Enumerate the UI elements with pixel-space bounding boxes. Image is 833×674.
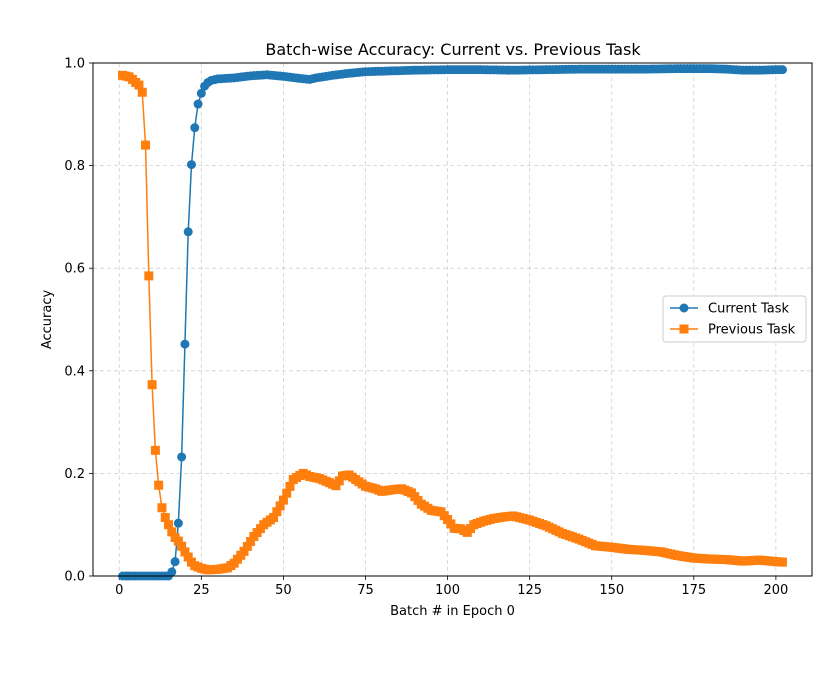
previous-task-point <box>246 536 256 546</box>
previous-task-point <box>141 140 151 150</box>
previous-task-point <box>180 547 190 557</box>
x-tick-label: 0 <box>115 583 123 598</box>
x-tick-label: 175 <box>681 583 706 598</box>
y-tick-label: 0.2 <box>64 467 85 482</box>
x-tick-label: 50 <box>275 583 292 598</box>
current-task-point <box>173 518 183 528</box>
legend-box <box>662 295 807 343</box>
previous-task-point <box>150 445 160 455</box>
previous-task-point <box>157 503 167 513</box>
previous-task-point <box>147 380 157 390</box>
previous-task-point <box>154 480 164 490</box>
current-task-point <box>167 567 177 577</box>
current-task-point <box>186 160 196 170</box>
previous-task-point <box>144 271 154 281</box>
x-tick-label: 100 <box>435 583 460 598</box>
x-tick-label: 150 <box>599 583 624 598</box>
x-tick-label: 125 <box>517 583 542 598</box>
previous-task-point <box>137 87 147 97</box>
previous-task-point <box>331 481 341 491</box>
previous-task-point <box>177 541 187 551</box>
current-task-point <box>196 88 206 98</box>
previous-task-point <box>278 495 288 505</box>
previous-task-point <box>134 80 144 90</box>
previous-task-point <box>164 520 174 530</box>
previous-task-point <box>272 507 282 517</box>
previous-task-point <box>269 513 279 523</box>
legend-previous-marker <box>679 324 689 334</box>
legend-current-marker <box>679 303 689 313</box>
current-task-point <box>180 339 190 349</box>
previous-task-point <box>242 541 252 551</box>
x-tick-label: 75 <box>357 583 374 598</box>
current-task-point <box>183 227 193 237</box>
plot-frame <box>92 62 813 577</box>
current-task-point <box>190 123 200 133</box>
series-layer <box>118 64 787 581</box>
legend-previous-label: Previous Task <box>708 323 796 338</box>
y-tick-label: 0.0 <box>64 570 85 585</box>
previous-task-point <box>160 513 170 523</box>
current-task-point <box>170 557 180 567</box>
previous-task-point <box>282 488 292 498</box>
legend: Current Task Previous Task <box>662 295 807 343</box>
legend-current-label: Current Task <box>708 302 789 317</box>
previous-task-point <box>334 476 344 486</box>
previous-task-point <box>183 552 193 562</box>
previous-task-point <box>239 546 249 556</box>
previous-task-point <box>167 527 177 537</box>
previous-task-point <box>285 481 295 491</box>
y-tick-label: 0.6 <box>64 262 85 277</box>
previous-task-point <box>777 557 787 567</box>
current-task-point <box>193 99 203 109</box>
y-tick-label: 0.8 <box>64 159 85 174</box>
x-tick-label: 200 <box>763 583 788 598</box>
previous-task-point <box>173 536 183 546</box>
previous-task-series <box>118 70 787 575</box>
ticks-layer: 0 25 50 75 100 125 150 175 200 0.0 0.2 0.4 0.6 0.8 1.0 <box>64 57 788 599</box>
previous-task-point <box>275 501 285 511</box>
y-tick-label: 0.4 <box>64 364 85 379</box>
current-task-point <box>777 65 787 75</box>
y-axis-label: Accuracy <box>40 290 55 350</box>
current-task-series <box>118 64 787 581</box>
current-task-point <box>177 452 187 462</box>
x-tick-label: 25 <box>193 583 210 598</box>
y-tick-label: 1.0 <box>64 57 85 72</box>
chart-title: Batch-wise Accuracy: Current vs. Previou… <box>265 40 641 59</box>
x-axis-label: Batch # in Epoch 0 <box>390 604 515 619</box>
